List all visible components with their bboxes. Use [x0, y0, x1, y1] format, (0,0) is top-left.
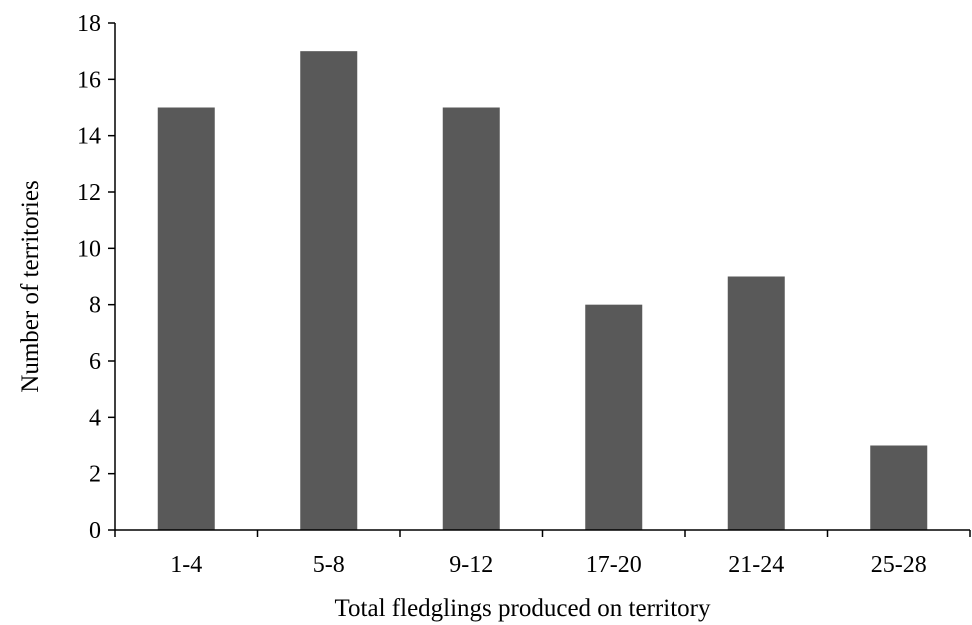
- bar-5-8: [300, 51, 358, 531]
- y-tick-label-0: 0: [89, 518, 101, 544]
- y-tick-label-16: 16: [77, 67, 101, 93]
- bar-21-24: [727, 276, 785, 530]
- bar-9-12: [442, 107, 500, 530]
- axes-layer: [114, 23, 970, 531]
- y-tick-label-10: 10: [77, 236, 101, 262]
- y-tick-label-2: 2: [89, 462, 101, 488]
- x-axis-title: Total fledglings produced on territory: [335, 595, 711, 622]
- y-axis-ticks: 0 2 4 6 8 10 12 14 16 18: [77, 11, 115, 544]
- bar-1-4: [157, 107, 215, 530]
- x-axis-ticks: 1-4 5-8 9-12 17-20 21-24 25-28: [114, 530, 971, 578]
- bar-17-20: [585, 304, 643, 530]
- x-tick-label-17-20: 17-20: [586, 552, 642, 578]
- x-tick-label-1-4: 1-4: [170, 552, 202, 578]
- y-tick-label-4: 4: [89, 405, 101, 431]
- bars-layer: [157, 51, 928, 531]
- y-tick-label-14: 14: [77, 124, 101, 150]
- y-tick-label-6: 6: [89, 349, 101, 375]
- y-tick-label-12: 12: [77, 180, 101, 206]
- bar-25-28: [870, 445, 928, 530]
- x-tick-label-25-28: 25-28: [871, 552, 927, 578]
- x-tick-label-5-8: 5-8: [313, 552, 345, 578]
- y-tick-label-8: 8: [89, 293, 101, 319]
- x-tick-label-9-12: 9-12: [449, 552, 493, 578]
- y-tick-label-18: 18: [77, 11, 101, 37]
- x-tick-label-21-24: 21-24: [728, 552, 784, 578]
- y-axis-title: Number of territories: [17, 180, 44, 392]
